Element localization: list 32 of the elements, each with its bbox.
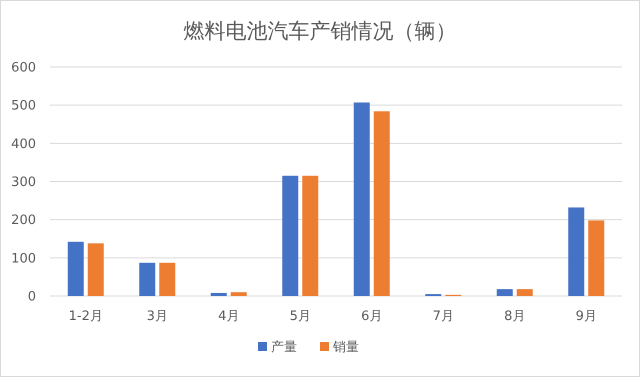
bar xyxy=(588,220,604,296)
bar xyxy=(68,242,84,296)
legend-label: 产量 xyxy=(271,340,297,355)
y-tick-label: 500 xyxy=(11,98,36,114)
bar xyxy=(139,262,156,296)
x-tick-label: 6月 xyxy=(361,309,382,324)
x-tick-label: 8月 xyxy=(504,309,526,324)
x-tick-label: 4月 xyxy=(218,309,240,324)
y-tick-label: 0 xyxy=(28,290,36,304)
bar xyxy=(282,176,298,296)
y-tick-label: 200 xyxy=(11,213,36,228)
bar xyxy=(302,176,318,296)
bar xyxy=(374,111,390,296)
x-tick-label: 1-2月 xyxy=(68,309,103,324)
bar xyxy=(159,262,176,296)
bar xyxy=(354,102,370,296)
bar xyxy=(496,289,513,296)
x-tick-label: 7月 xyxy=(432,309,454,324)
bar xyxy=(210,292,227,296)
x-tick-label: 3月 xyxy=(146,309,168,324)
legend-label: 销量 xyxy=(332,340,359,355)
x-tick-label: 5月 xyxy=(290,309,311,324)
y-tick-label: 100 xyxy=(11,251,36,266)
y-tick-label: 400 xyxy=(11,136,36,152)
bar xyxy=(516,289,533,296)
x-tick-label: 9月 xyxy=(576,309,597,324)
y-tick-label: 300 xyxy=(11,175,36,190)
bar xyxy=(230,292,247,296)
bar xyxy=(568,207,584,296)
y-tick-label: 600 xyxy=(11,60,36,76)
chart-title: 燃料电池汽车产销情况（辆） xyxy=(184,19,456,43)
bar xyxy=(88,243,104,296)
